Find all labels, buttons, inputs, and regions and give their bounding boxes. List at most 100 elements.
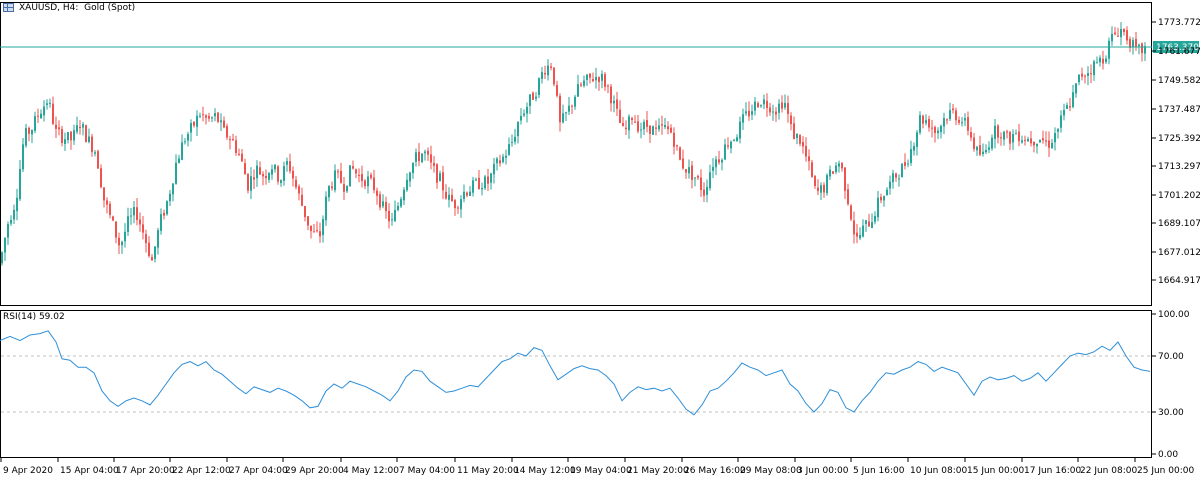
- candle-bull: [268, 173, 270, 180]
- candle-bear: [769, 107, 771, 113]
- candle-bull: [1075, 83, 1077, 94]
- candle-bear: [436, 164, 438, 183]
- candle-bear: [703, 189, 705, 196]
- time-tick-label: 10 Jun 08:00: [910, 466, 967, 476]
- candle-bull: [721, 159, 723, 163]
- candle-bull: [190, 122, 192, 133]
- candle-bear: [103, 187, 105, 201]
- candle-bull: [976, 146, 978, 151]
- candle-bear: [79, 126, 81, 129]
- rsi-axis: 100.00 70.00 30.00 0.00: [1152, 310, 1190, 460]
- candle-bear: [700, 177, 702, 191]
- candle-bull: [4, 237, 6, 253]
- candle-bear: [238, 153, 240, 155]
- candle-bull: [526, 106, 528, 114]
- candle-bear: [922, 115, 924, 124]
- candle-bull: [496, 158, 498, 164]
- candle-bear: [193, 121, 195, 126]
- candle-bull: [415, 152, 417, 162]
- candle-bull: [73, 130, 75, 141]
- candle-bull: [256, 165, 258, 179]
- candle-bull: [1078, 74, 1080, 83]
- candle-bull: [133, 206, 135, 216]
- candle-bull: [889, 181, 891, 189]
- candle-bear: [1069, 106, 1071, 108]
- candle-bull: [10, 220, 12, 224]
- candle-bear: [802, 142, 804, 147]
- candle-bull: [565, 112, 567, 114]
- candle-bull: [349, 165, 351, 187]
- candle-bull: [784, 102, 786, 108]
- candle-bear: [727, 145, 729, 147]
- candle-bull: [43, 106, 45, 116]
- candle-bull: [484, 176, 486, 189]
- candle-bull: [901, 163, 903, 178]
- candle-bull: [367, 176, 369, 187]
- candle-bull: [541, 72, 543, 79]
- candle-bull: [421, 153, 423, 163]
- candle-bear: [868, 221, 870, 227]
- candle-bull: [886, 189, 888, 196]
- candle-bear: [781, 102, 783, 109]
- candle-bull: [481, 187, 483, 190]
- rsi-tick-label: 0.00: [1158, 450, 1178, 460]
- candle-bull: [178, 158, 180, 164]
- candle-bull: [88, 136, 90, 143]
- candle-bear: [247, 173, 249, 191]
- candle-bear: [619, 109, 621, 123]
- price-tick-label: 1725.392: [1158, 134, 1200, 144]
- candle-bull: [181, 142, 183, 160]
- current-price-tag: [1153, 41, 1199, 53]
- candle-bull: [760, 105, 762, 107]
- candle-bear: [571, 105, 573, 107]
- time-tick-label: 11 May 20:00: [457, 466, 519, 476]
- candle-bear: [544, 72, 546, 75]
- candle-bear: [550, 66, 552, 68]
- candle-bull: [67, 132, 69, 141]
- candle-bull: [688, 167, 690, 174]
- candle-bull: [511, 142, 513, 144]
- candle-bear: [457, 207, 459, 209]
- candle-bear: [607, 85, 609, 87]
- candle-bull: [523, 113, 525, 116]
- candle-bear: [946, 119, 948, 121]
- candle-bull: [628, 116, 630, 131]
- candle-bear: [310, 225, 312, 232]
- candle-bull: [460, 199, 462, 210]
- candle-bull: [898, 178, 900, 180]
- candle-bear: [91, 136, 93, 153]
- candle-bear: [55, 124, 57, 129]
- candle-bull: [877, 197, 879, 218]
- candle-bear: [673, 132, 675, 147]
- candle-bull: [1087, 73, 1089, 76]
- candle-bear: [934, 127, 936, 134]
- price-tick-label: 1749.582: [1158, 76, 1200, 86]
- candle-bear: [1018, 131, 1020, 142]
- candle-bull: [754, 101, 756, 111]
- time-tick-label: 15 Apr 04:00: [60, 466, 119, 476]
- candle-bear: [118, 237, 120, 246]
- current-price-line: 1763.370: [0, 41, 1199, 53]
- candle-bear: [352, 166, 354, 169]
- candle-bull: [394, 209, 396, 221]
- rsi-series-line: [0, 330, 1151, 416]
- candle-bull: [1036, 143, 1038, 147]
- candle-bear: [676, 145, 678, 147]
- rsi-tick-label: 70.00: [1158, 352, 1184, 362]
- candle-bull: [31, 130, 33, 135]
- candle-bear: [379, 194, 381, 208]
- candle-bear: [904, 162, 906, 166]
- rsi-plot-border: [0, 310, 1152, 458]
- candle-bull: [1093, 61, 1095, 76]
- candle-bear: [343, 184, 345, 192]
- candle-bear: [370, 174, 372, 179]
- candle-bear: [622, 123, 624, 126]
- price-tick-label: 1761.677: [1158, 47, 1200, 57]
- candle-bull: [940, 125, 942, 133]
- candle-bear: [109, 203, 111, 215]
- candle-bull: [406, 179, 408, 191]
- candle-bear: [373, 177, 375, 191]
- candle-bull: [862, 225, 864, 237]
- candle-bear: [97, 151, 99, 169]
- candle-bear: [106, 200, 108, 205]
